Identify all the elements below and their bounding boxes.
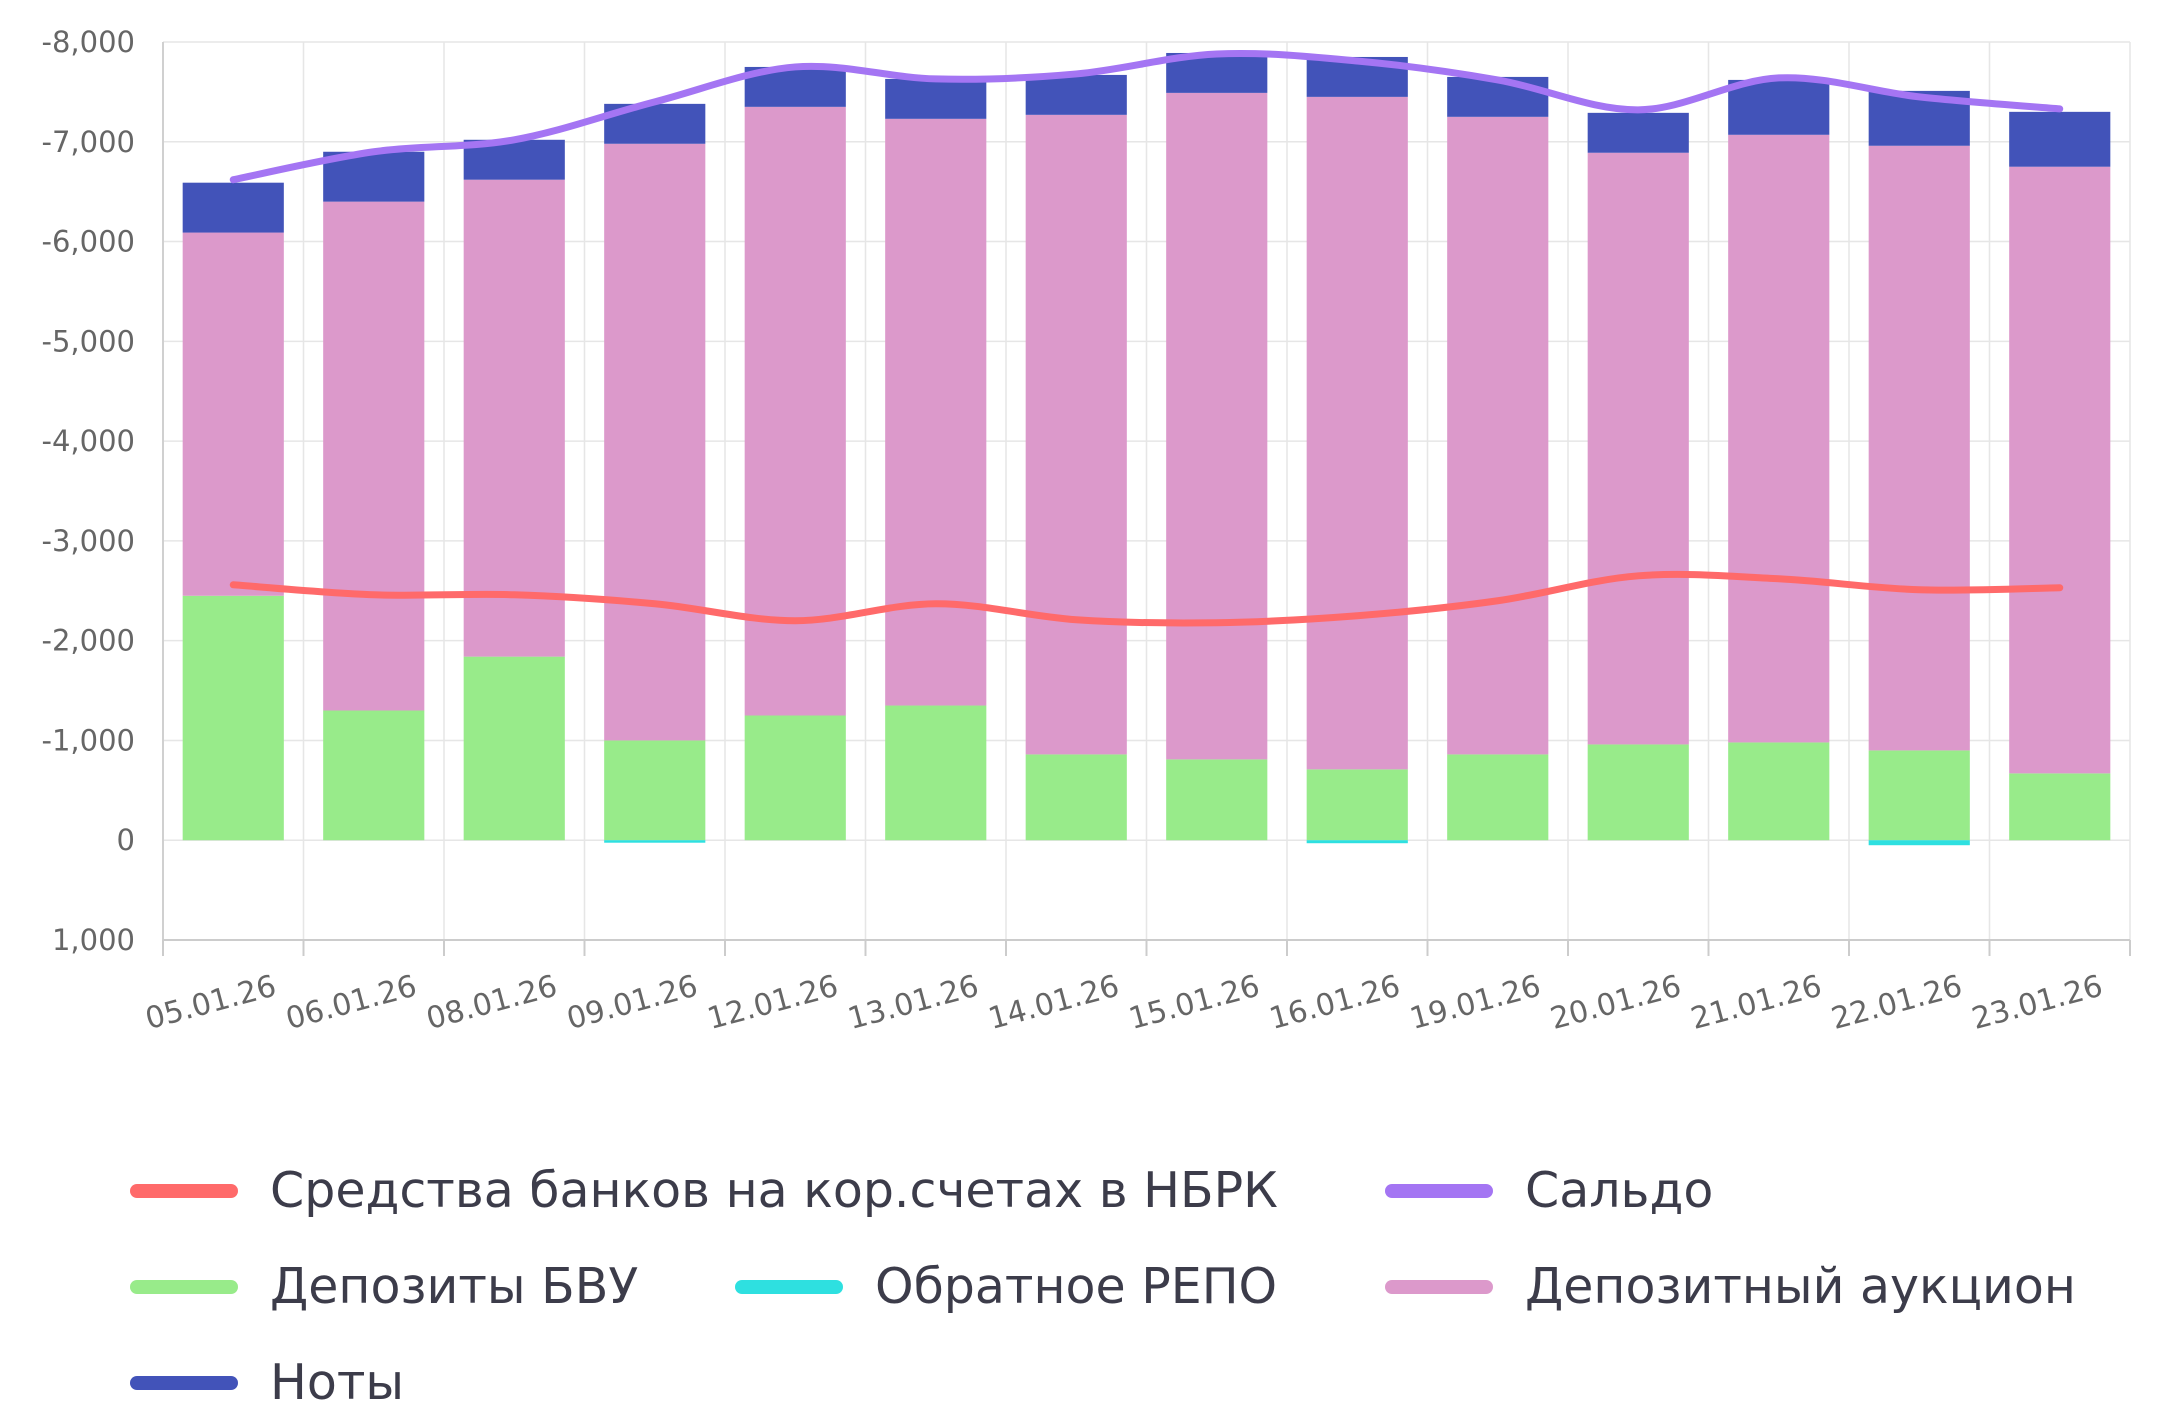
legend-label-correspondent-accounts: Средства банков на кор.счетах в НБРК [270, 1162, 1278, 1219]
legend: Средства банков на кор.счетах в НБРК Сал… [0, 1120, 2160, 1411]
legend-swatch-correspondent-accounts [130, 1183, 238, 1198]
x-tick-label: 12.01.26 [704, 969, 842, 1037]
y-tick-label: -1,000 [42, 723, 136, 757]
bar-депозиты-бву [1025, 754, 1127, 841]
bar-ноты [1728, 79, 1830, 135]
bar-депозиты-бву [1868, 750, 1970, 841]
bar-депозиты-бву [1728, 742, 1830, 841]
bar-депозиты-бву [604, 740, 706, 841]
x-tick-label: 19.01.26 [1406, 969, 1544, 1037]
x-tick-label: 15.01.26 [1125, 969, 1263, 1037]
y-tick-label: 1,000 [52, 923, 135, 957]
bar-обратное-репо [1868, 840, 1970, 846]
bar-депозитный-аукцион [744, 106, 846, 716]
x-tick-label: 05.01.26 [142, 969, 280, 1037]
chart: -8,000 -7,000 -6,000 -5,000 -4,000 -3,000 -2,0… [42, 25, 2131, 1037]
bar-ноты [1447, 76, 1549, 117]
legend-label-notes: Ноты [270, 1354, 405, 1411]
bar-ноты [1025, 74, 1127, 115]
bar-депозитный-аукцион [1868, 145, 1970, 751]
x-tick-label: 23.01.26 [1968, 969, 2106, 1037]
legend-swatch-saldo [1385, 1183, 1493, 1198]
bar-депозитный-аукцион [1306, 96, 1408, 770]
legend-label-reverse-repo: Обратное РЕПО [875, 1258, 1278, 1315]
bar-депозиты-бву [463, 656, 565, 841]
bar-депозиты-бву [323, 710, 425, 841]
legend-item-notes[interactable]: Ноты [130, 1354, 404, 1411]
y-tick-label: -8,000 [42, 25, 136, 59]
legend-swatch-deposit-auction [1385, 1279, 1493, 1294]
bar-депозиты-бву [1166, 759, 1268, 841]
bar-депозитный-аукцион [1728, 134, 1830, 743]
legend-item-deposit-auction[interactable]: Депозитный аукцион [1385, 1258, 2076, 1315]
x-tick-label: 22.01.26 [1828, 969, 1966, 1037]
bar-ноты [182, 182, 284, 233]
legend-label-bvu-deposits: Депозиты БВУ [270, 1258, 639, 1315]
bar-депозиты-бву [1587, 744, 1689, 841]
legend-item-reverse-repo[interactable]: Обратное РЕПО [735, 1258, 1277, 1315]
y-tick-label: -6,000 [42, 225, 136, 259]
y-tick-label: -4,000 [42, 424, 136, 458]
line-сальдо [229, 49, 2064, 184]
x-tick-label: 21.01.26 [1687, 969, 1825, 1037]
bar-обратное-репо [604, 840, 706, 843]
bar-депозиты-бву [2009, 773, 2111, 841]
bar-депозитный-аукцион [323, 201, 425, 711]
y-tick-label: 0 [117, 823, 135, 857]
bar-депозиты-бву [744, 715, 846, 841]
legend-swatch-reverse-repo [735, 1279, 843, 1294]
x-tick-label: 06.01.26 [282, 969, 420, 1037]
x-tick-label: 14.01.26 [985, 969, 1123, 1037]
y-tick-label: -7,000 [42, 125, 136, 159]
legend-swatch-notes [130, 1375, 238, 1390]
legend-label-saldo: Сальдо [1525, 1162, 1714, 1219]
bar-депозитный-аукцион [604, 143, 706, 741]
bar-депозитный-аукцион [182, 232, 284, 596]
bar-ноты [1587, 112, 1689, 153]
bar-депозитный-аукцион [885, 118, 987, 706]
bar-депозитный-аукцион [463, 179, 565, 657]
x-tick-label: 20.01.26 [1547, 969, 1685, 1037]
legend-item-bvu-deposits[interactable]: Депозиты БВУ [130, 1258, 638, 1315]
line-средства-банков-на-кор.счетах-в-нбрк [229, 570, 2064, 627]
bar-обратное-репо [1306, 840, 1408, 844]
bar-ноты [885, 78, 987, 119]
bar-депозиты-бву [1306, 769, 1408, 841]
bar-ноты [2009, 111, 2111, 167]
bar-депозитный-аукцион [1587, 152, 1689, 745]
legend-label-deposit-auction: Депозитный аукцион [1525, 1258, 2076, 1315]
legend-item-correspondent-accounts[interactable]: Средства банков на кор.счетах в НБРК [130, 1162, 1278, 1219]
legend-item-saldo[interactable]: Сальдо [1385, 1162, 1713, 1219]
bar-депозитный-аукцион [1025, 114, 1127, 755]
bar-депозитный-аукцион [1447, 116, 1549, 755]
x-tick-label: 13.01.26 [844, 969, 982, 1037]
y-tick-label: -3,000 [42, 524, 136, 558]
x-tick-label: 08.01.26 [423, 969, 561, 1037]
x-tick-label: 09.01.26 [563, 969, 701, 1037]
bar-депозиты-бву [1447, 754, 1549, 841]
legend-swatch-bvu-deposits [130, 1279, 238, 1294]
y-tick-label: -2,000 [42, 624, 136, 658]
bar-депозитный-аукцион [1166, 92, 1268, 760]
x-tick-label: 16.01.26 [1266, 969, 1404, 1037]
bar-депозиты-бву [885, 705, 987, 841]
bar-депозитный-аукцион [2009, 166, 2111, 774]
y-tick-label: -5,000 [42, 324, 136, 358]
bar-депозиты-бву [182, 595, 284, 841]
